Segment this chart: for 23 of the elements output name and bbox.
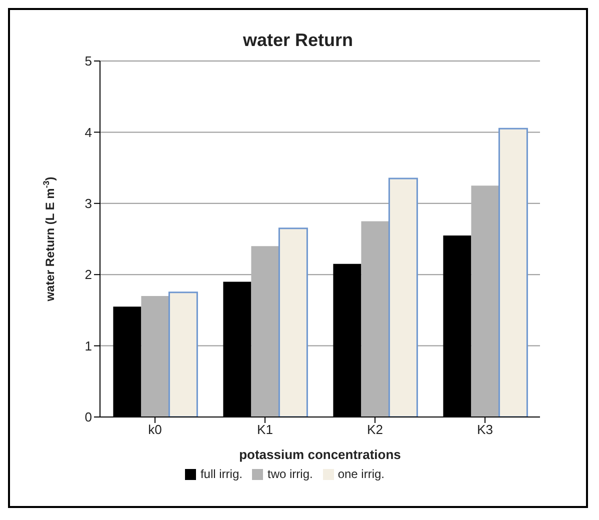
chart-title: water Return (242, 30, 354, 51)
legend-label: full irrig. (200, 467, 242, 481)
bar (168, 292, 198, 417)
y-tick-label: 0 (84, 410, 92, 425)
x-axis-title: potassium concentrations (239, 447, 401, 462)
bar (498, 128, 528, 417)
bar (278, 228, 308, 417)
y-tick-label: 1 (84, 338, 92, 354)
bar (251, 246, 280, 417)
legend-label: two irrig. (267, 467, 313, 481)
x-tick-label: K3 (477, 422, 493, 438)
bar (388, 178, 418, 417)
bar (361, 221, 390, 417)
bar (141, 296, 170, 417)
y-tick-label: 2 (84, 267, 92, 282)
y-tick-label: 4 (84, 124, 92, 140)
x-tick-label: K2 (367, 422, 383, 438)
legend-label: one irrig. (338, 467, 385, 481)
y-tick-label: 3 (84, 196, 92, 212)
y-tick-label: 5 (84, 54, 92, 69)
bar (471, 186, 500, 417)
x-tick-label: K1 (257, 422, 273, 438)
x-tick-label: k0 (148, 422, 162, 438)
